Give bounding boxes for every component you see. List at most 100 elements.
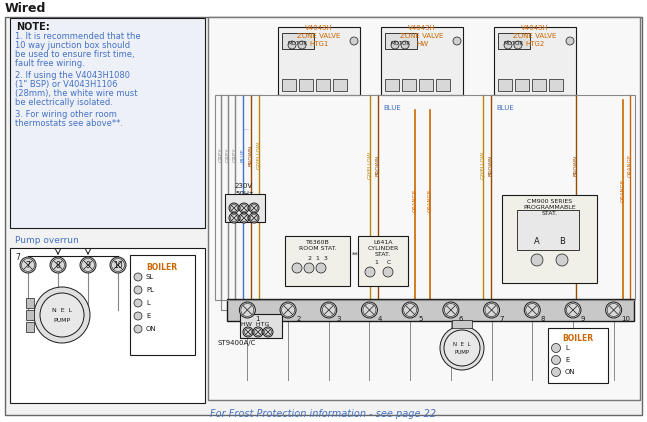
Circle shape xyxy=(514,41,522,49)
Circle shape xyxy=(230,214,237,222)
Bar xyxy=(282,79,296,91)
Circle shape xyxy=(288,41,296,49)
Bar xyxy=(419,79,433,91)
Circle shape xyxy=(321,302,336,318)
Circle shape xyxy=(551,368,560,376)
Text: PL: PL xyxy=(146,287,154,293)
Text: ST9400A/C: ST9400A/C xyxy=(218,340,256,346)
Circle shape xyxy=(304,263,314,273)
Text: 1. It is recommended that the: 1. It is recommended that the xyxy=(15,32,140,41)
Text: 1    C: 1 C xyxy=(375,260,391,265)
Text: BOILER: BOILER xyxy=(146,263,177,272)
Text: E: E xyxy=(146,313,150,319)
Circle shape xyxy=(524,302,540,318)
Bar xyxy=(225,194,265,222)
Circle shape xyxy=(401,41,409,49)
Text: HW  HTG: HW HTG xyxy=(241,322,269,327)
Bar xyxy=(381,27,463,95)
Text: ORANGE: ORANGE xyxy=(428,188,432,211)
Circle shape xyxy=(40,293,84,337)
Bar xyxy=(26,298,34,308)
Text: GREY: GREY xyxy=(219,148,223,162)
Text: BROWN: BROWN xyxy=(488,154,494,176)
Circle shape xyxy=(383,267,393,277)
Circle shape xyxy=(249,203,259,213)
Text: 230V
50Hz
3A RATED: 230V 50Hz 3A RATED xyxy=(227,183,261,204)
Circle shape xyxy=(134,299,142,307)
Bar xyxy=(240,314,282,338)
Bar xyxy=(316,79,330,91)
Circle shape xyxy=(243,327,253,337)
Text: 2  1  3: 2 1 3 xyxy=(307,256,327,261)
Circle shape xyxy=(531,254,543,266)
Bar xyxy=(498,33,530,49)
Bar xyxy=(333,79,347,91)
Circle shape xyxy=(52,259,65,271)
Circle shape xyxy=(230,205,237,211)
Text: E: E xyxy=(565,357,569,363)
Circle shape xyxy=(241,214,248,222)
Text: MOTOR: MOTOR xyxy=(391,41,411,46)
Text: BLUE: BLUE xyxy=(241,148,245,162)
Circle shape xyxy=(363,303,376,316)
Bar xyxy=(502,195,597,283)
Bar xyxy=(549,79,563,91)
Text: CM900 SERIES
PROGRAMMABLE
STAT.: CM900 SERIES PROGRAMMABLE STAT. xyxy=(523,199,576,216)
Text: SL: SL xyxy=(146,274,154,280)
Bar xyxy=(26,310,34,320)
Text: fault free wiring.: fault free wiring. xyxy=(15,59,85,68)
Bar xyxy=(10,248,205,403)
Text: L: L xyxy=(146,300,150,306)
Bar xyxy=(285,236,350,286)
Text: **: ** xyxy=(352,252,358,258)
Circle shape xyxy=(526,303,539,316)
Text: 7: 7 xyxy=(16,253,21,262)
Text: BOILER: BOILER xyxy=(562,334,593,343)
Text: 8: 8 xyxy=(56,260,60,270)
Text: 1: 1 xyxy=(256,316,260,322)
Text: 7: 7 xyxy=(26,260,30,270)
Bar xyxy=(278,27,360,95)
Text: Wired: Wired xyxy=(5,2,47,15)
Circle shape xyxy=(134,273,142,281)
Bar xyxy=(282,33,314,49)
Text: 3: 3 xyxy=(336,316,341,322)
Circle shape xyxy=(298,41,306,49)
Circle shape xyxy=(443,302,459,318)
Text: 2: 2 xyxy=(296,316,300,322)
Text: thermostats see above**.: thermostats see above**. xyxy=(15,119,123,128)
Bar xyxy=(227,299,634,321)
Circle shape xyxy=(404,303,417,316)
Circle shape xyxy=(34,287,90,343)
Circle shape xyxy=(280,302,296,318)
Text: GREY: GREY xyxy=(226,148,230,162)
Circle shape xyxy=(50,257,66,273)
Circle shape xyxy=(250,214,258,222)
Text: BROWN: BROWN xyxy=(375,154,380,176)
Circle shape xyxy=(21,259,34,271)
Circle shape xyxy=(483,302,499,318)
Text: T6360B
ROOM STAT.: T6360B ROOM STAT. xyxy=(299,240,336,251)
Circle shape xyxy=(263,327,273,337)
Circle shape xyxy=(391,41,399,49)
Circle shape xyxy=(250,205,258,211)
Text: L  N  E: L N E xyxy=(228,200,250,206)
Text: G/YELLOW: G/YELLOW xyxy=(367,151,373,179)
Text: ORANGE: ORANGE xyxy=(413,188,417,211)
Bar xyxy=(494,27,576,95)
Text: (28mm), the white wire must: (28mm), the white wire must xyxy=(15,89,138,98)
Circle shape xyxy=(444,303,457,316)
Circle shape xyxy=(254,328,261,335)
Circle shape xyxy=(239,213,249,223)
Circle shape xyxy=(265,328,272,335)
Circle shape xyxy=(229,213,239,223)
Circle shape xyxy=(253,327,263,337)
Circle shape xyxy=(566,37,574,45)
Text: N  E  L: N E L xyxy=(454,341,471,346)
Circle shape xyxy=(322,303,335,316)
Text: (1" BSP) or V4043H1106: (1" BSP) or V4043H1106 xyxy=(15,80,118,89)
Bar xyxy=(452,320,472,328)
Text: BROWN: BROWN xyxy=(573,154,578,176)
Text: 2. If using the V4043H1080: 2. If using the V4043H1080 xyxy=(15,71,130,80)
Text: G/YELLOW: G/YELLOW xyxy=(481,151,485,179)
